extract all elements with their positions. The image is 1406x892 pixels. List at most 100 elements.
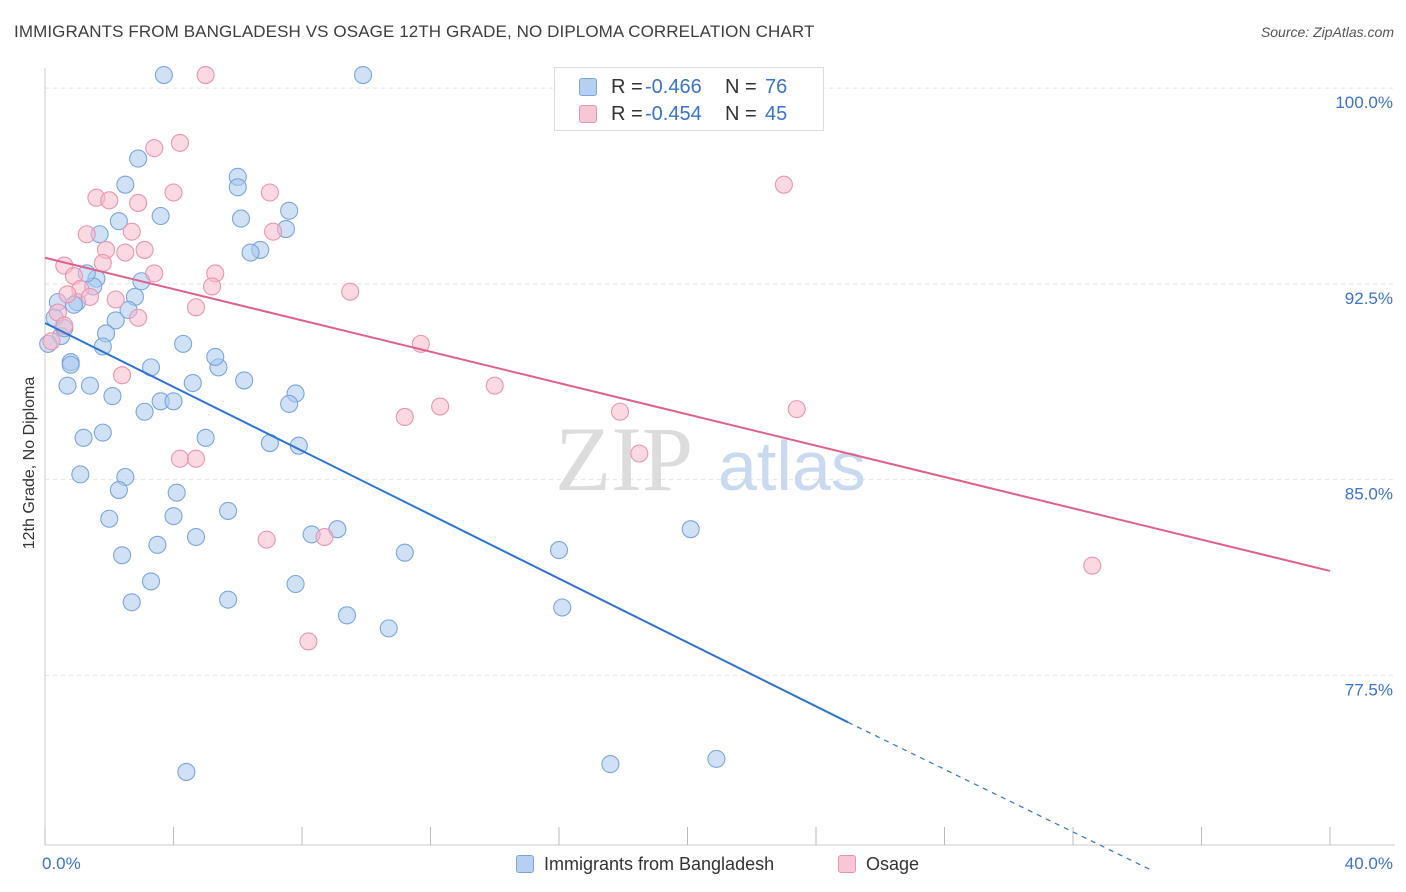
- point-bangladesh: [395, 543, 414, 562]
- point-osage: [100, 191, 119, 210]
- r-label: R =: [611, 75, 643, 98]
- point-osage: [610, 402, 630, 421]
- point-osage: [170, 133, 189, 152]
- point-osage: [116, 243, 135, 262]
- r-label: R =: [611, 102, 643, 125]
- point-osage: [630, 444, 649, 463]
- point-bangladesh: [148, 535, 167, 554]
- source-credit: Source: ZipAtlas.com: [1260, 24, 1394, 40]
- point-bangladesh: [219, 501, 238, 520]
- data-points: [39, 66, 1102, 781]
- point-bangladesh: [280, 394, 299, 413]
- point-osage: [58, 285, 77, 304]
- point-osage: [395, 407, 414, 427]
- point-bangladesh: [206, 347, 225, 366]
- point-bangladesh: [219, 590, 238, 609]
- point-bangladesh: [681, 520, 700, 539]
- y-tick-label: 77.5%: [1345, 680, 1393, 699]
- point-bangladesh: [103, 387, 122, 406]
- point-osage: [77, 225, 96, 244]
- point-bangladesh: [186, 527, 206, 547]
- point-bangladesh: [231, 209, 251, 228]
- stats-legend: R = -0.466 N = 76 R = -0.454 N = 45: [554, 67, 824, 131]
- point-osage: [203, 277, 222, 296]
- point-osage: [485, 376, 504, 395]
- point-bangladesh: [164, 507, 183, 526]
- point-bangladesh: [80, 376, 100, 395]
- blue-swatch-icon: [516, 855, 534, 873]
- point-osage: [257, 530, 276, 549]
- point-bangladesh: [122, 593, 141, 612]
- point-osage: [170, 449, 189, 468]
- point-osage: [164, 183, 183, 202]
- point-bangladesh: [379, 619, 398, 638]
- r-value-bangladesh: -0.466: [645, 75, 702, 98]
- point-bangladesh: [241, 243, 260, 262]
- y-tick-label: 85.0%: [1345, 485, 1393, 504]
- point-bangladesh: [177, 762, 196, 781]
- point-bangladesh: [164, 392, 183, 411]
- bottom-legend-bangladesh[interactable]: Immigrants from Bangladesh: [516, 852, 774, 876]
- point-osage: [129, 308, 148, 327]
- tick-labels: 77.5% 85.0% 92.5% 100.0% 0.0% 40.0%: [42, 93, 1393, 873]
- point-bangladesh: [109, 480, 128, 500]
- point-bangladesh: [280, 201, 299, 220]
- point-osage: [113, 366, 132, 385]
- point-bangladesh: [93, 423, 112, 442]
- point-bangladesh: [707, 749, 726, 768]
- point-osage: [129, 193, 148, 212]
- point-osage: [93, 253, 112, 273]
- point-osage: [145, 264, 164, 283]
- blue-swatch-icon: [579, 78, 597, 96]
- n-label: N =: [725, 102, 757, 125]
- point-osage: [106, 290, 125, 309]
- bottom-legend-osage[interactable]: Osage: [838, 852, 919, 876]
- y-tick-label: 100.0%: [1335, 93, 1393, 112]
- trend-line-bangladesh-extension: [847, 721, 1154, 872]
- point-bangladesh: [129, 149, 148, 168]
- axes: [44, 68, 1395, 846]
- point-osage: [186, 449, 206, 468]
- point-osage: [186, 298, 206, 317]
- legend-row-bangladesh: R = -0.466 N = 76: [579, 75, 787, 99]
- point-bangladesh: [235, 371, 254, 390]
- point-osage: [260, 183, 279, 202]
- point-bangladesh: [353, 66, 373, 85]
- trend-line-bangladesh: [44, 322, 849, 724]
- legend-label-bangladesh: Immigrants from Bangladesh: [544, 853, 775, 874]
- point-bangladesh: [113, 546, 132, 565]
- point-bangladesh: [154, 66, 173, 85]
- legend-row-osage: R = -0.454 N = 45: [579, 102, 787, 126]
- n-value-bangladesh: 76: [765, 75, 788, 98]
- point-osage: [135, 240, 154, 259]
- legend-label-osage: Osage: [866, 853, 920, 874]
- point-bangladesh: [151, 206, 170, 226]
- point-osage: [145, 139, 164, 158]
- point-osage: [315, 527, 334, 547]
- point-bangladesh: [549, 541, 569, 560]
- point-osage: [80, 287, 100, 306]
- point-bangladesh: [553, 598, 572, 617]
- point-osage: [787, 400, 806, 419]
- point-osage: [431, 397, 450, 416]
- trend-lines: [44, 256, 1331, 872]
- point-bangladesh: [601, 755, 620, 774]
- pink-swatch-icon: [838, 855, 856, 873]
- point-osage: [196, 66, 215, 85]
- watermark-atlas: atlas: [718, 427, 866, 505]
- trend-line-osage: [44, 256, 1331, 572]
- r-value-osage: -0.454: [645, 102, 702, 125]
- point-bangladesh: [141, 572, 161, 591]
- point-bangladesh: [228, 178, 247, 197]
- point-bangladesh: [100, 509, 119, 528]
- point-bangladesh: [71, 465, 90, 484]
- point-osage: [1083, 556, 1102, 575]
- point-osage: [299, 632, 318, 651]
- pink-swatch-icon: [579, 105, 597, 123]
- point-bangladesh: [61, 355, 80, 374]
- n-value-osage: 45: [765, 102, 788, 125]
- point-osage: [341, 282, 360, 301]
- point-bangladesh: [337, 606, 357, 625]
- watermark-zip: ZIP: [555, 408, 693, 510]
